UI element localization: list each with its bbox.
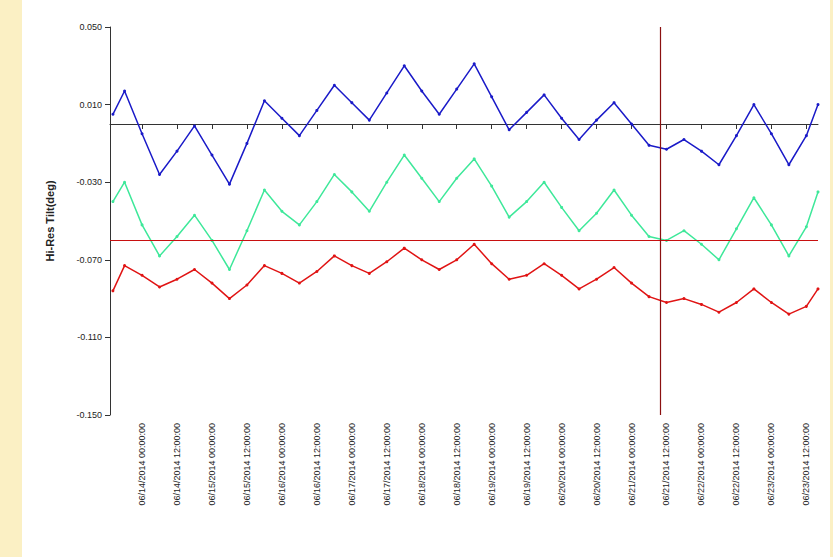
svg-text:06/18/2014 00:00:00: 06/18/2014 00:00:00 [417, 423, 427, 506]
svg-text:06/21/2014 00:00:00: 06/21/2014 00:00:00 [627, 423, 637, 506]
svg-text:-0.070: -0.070 [76, 255, 102, 265]
svg-text:06/22/2014 00:00:00: 06/22/2014 00:00:00 [696, 423, 706, 506]
svg-text:06/21/2014 12:00:00: 06/21/2014 12:00:00 [661, 423, 671, 506]
svg-text:0.050: 0.050 [79, 22, 102, 32]
svg-text:06/14/2014 00:00:00: 06/14/2014 00:00:00 [137, 423, 147, 506]
svg-text:06/15/2014 00:00:00: 06/15/2014 00:00:00 [207, 423, 217, 506]
svg-text:06/18/2014 12:00:00: 06/18/2014 12:00:00 [452, 423, 462, 506]
svg-text:06/23/2014 00:00:00: 06/23/2014 00:00:00 [766, 423, 776, 506]
svg-text:06/14/2014 12:00:00: 06/14/2014 12:00:00 [172, 423, 182, 506]
svg-text:Hi-Res Tilt(deg): Hi-Res Tilt(deg) [44, 180, 56, 261]
svg-text:06/16/2014 00:00:00: 06/16/2014 00:00:00 [277, 423, 287, 506]
svg-text:06/19/2014 12:00:00: 06/19/2014 12:00:00 [522, 423, 532, 506]
svg-text:-0.110: -0.110 [77, 332, 102, 342]
svg-text:06/19/2014 00:00:00: 06/19/2014 00:00:00 [487, 423, 497, 506]
svg-text:-0.150: -0.150 [76, 410, 102, 420]
svg-text:06/22/2014 12:00:00: 06/22/2014 12:00:00 [731, 423, 741, 506]
svg-text:06/17/2014 12:00:00: 06/17/2014 12:00:00 [382, 423, 392, 506]
svg-text:06/15/2014 12:00:00: 06/15/2014 12:00:00 [242, 423, 252, 506]
svg-text:06/20/2014 00:00:00: 06/20/2014 00:00:00 [557, 423, 567, 506]
svg-text:06/23/2014 12:00:00: 06/23/2014 12:00:00 [801, 423, 811, 506]
svg-text:-0.030: -0.030 [76, 177, 102, 187]
svg-text:0.010: 0.010 [79, 100, 102, 110]
svg-text:06/20/2014 12:00:00: 06/20/2014 12:00:00 [592, 423, 602, 506]
svg-text:06/17/2014 00:00:00: 06/17/2014 00:00:00 [347, 423, 357, 506]
svg-text:06/16/2014 12:00:00: 06/16/2014 12:00:00 [312, 423, 322, 506]
